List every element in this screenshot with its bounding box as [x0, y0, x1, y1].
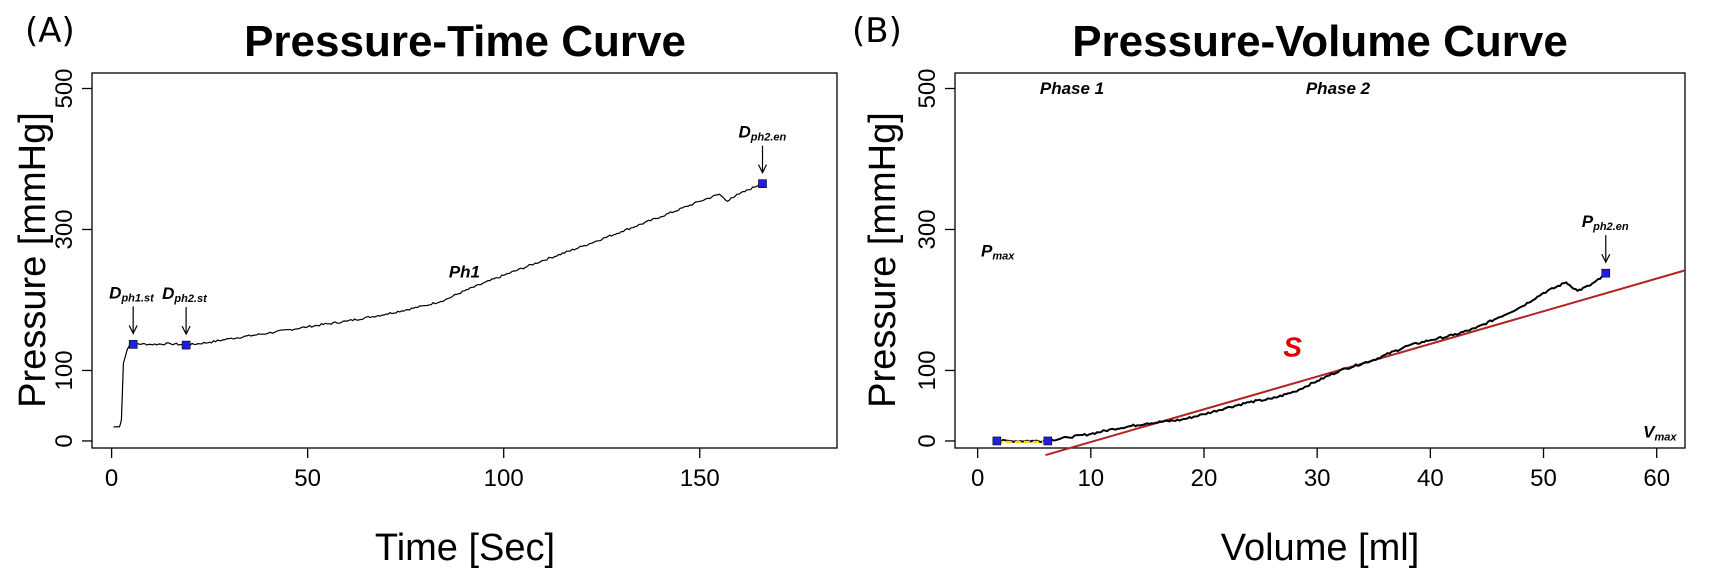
panel-a-plot-frame — [91, 72, 838, 449]
panel-a-x-tick-label: 100 — [484, 465, 524, 492]
panel-a-title: Pressure-Time Curve — [244, 17, 686, 66]
panel-b-y-tick-label: 300 — [914, 209, 941, 249]
panel-b-x-axis-title: Volume [ml] — [1221, 527, 1420, 569]
panel-b-y-tick-label: 100 — [914, 350, 941, 390]
panel-a: (A) Pressure-Time Curve 0 50 100 150 0 100 300… — [12, 11, 838, 569]
panel-a-y-tick-label: 300 — [51, 209, 78, 249]
panel-b-y-axis-title: Pressure [mmHg] — [862, 112, 904, 408]
panel-b-annotation: Vmax — [1643, 422, 1677, 443]
panel-b-annotation: Phase 1 — [1040, 79, 1104, 98]
panel-b-title: Pressure-Volume Curve — [1072, 17, 1568, 66]
panel-a-marker-point — [758, 179, 767, 188]
panel-b-x-tick-label: 20 — [1191, 465, 1218, 492]
panel-a-marker-arrowhead — [128, 325, 138, 335]
panel-a-x-axis-title: Time [Sec] — [375, 527, 555, 569]
panel-a-pressure-trace — [113, 183, 763, 428]
panel-b-pressure-trace — [994, 272, 1607, 444]
panel-b-marker-point — [1043, 436, 1053, 446]
panel-a-x-tick-label: 50 — [294, 465, 321, 492]
panel-a-x-tick-label: 0 — [105, 465, 118, 492]
panel-b-marker-point — [992, 436, 1002, 446]
panel-b-x-tick-label: 0 — [971, 465, 984, 492]
panel-b-y-tick-label: 0 — [914, 434, 941, 447]
panel-b-ticks: 0 10 20 30 40 50 60 0 100 300 500 — [914, 68, 1670, 492]
panel-b-marker-point — [1601, 268, 1611, 278]
panel-b-series-group: Pph2.en Phase 1 Phase 2 Pmax Vmax S — [981, 79, 1686, 457]
panel-a-series-group: Dph1.st Dph2.st Dph2.en Ph1 — [109, 123, 787, 428]
panel-a-y-tick-label: 0 — [51, 434, 78, 447]
panel-a-marker-arrowhead — [757, 164, 768, 175]
panel-a-y-axis-title: Pressure [mmHg] — [12, 112, 54, 408]
panel-a-marker-point — [128, 340, 138, 349]
panel-a-y-tick-label: 500 — [51, 68, 78, 108]
panel-b-annotation: Phase 2 — [1306, 79, 1371, 98]
panel-b-x-tick-label: 30 — [1304, 465, 1331, 492]
panel-b-marker-arrowhead — [1601, 253, 1611, 264]
panel-a-annotation: Ph1 — [449, 262, 480, 281]
panel-a-label: (A) — [25, 11, 75, 51]
panel-a-marker-label: Dph2.st — [162, 284, 208, 305]
panel-b-annotation-s: S — [1283, 331, 1302, 362]
panel-a-y-tick-label: 100 — [51, 350, 78, 390]
panel-a-ticks: 0 50 100 150 0 100 300 500 — [51, 68, 720, 492]
panel-a-x-tick-label: 150 — [680, 465, 720, 492]
panel-b-plot-frame — [954, 72, 1686, 449]
panel-b-x-tick-label: 60 — [1643, 465, 1670, 492]
panel-b-x-tick-label: 10 — [1077, 465, 1104, 492]
panel-b-x-tick-label: 40 — [1417, 465, 1444, 492]
panel-b-y-tick-label: 500 — [914, 68, 941, 108]
panel-b-label: (B) — [852, 11, 902, 51]
panel-a-marker-label: Dph2.en — [739, 123, 787, 144]
panel-a-marker-point — [181, 340, 191, 350]
panel-a-marker-label: Dph1.st — [109, 283, 155, 304]
panel-a-marker-arrowhead — [181, 325, 191, 336]
panel-b-marker-label: Pph2.en — [1582, 212, 1629, 233]
panel-b-annotation: Pmax — [981, 241, 1015, 262]
panel-b-x-tick-label: 50 — [1530, 465, 1557, 492]
panel-b: (B) Pressure-Volume Curve 0 10 20 30 40 50 600… — [852, 11, 1686, 569]
